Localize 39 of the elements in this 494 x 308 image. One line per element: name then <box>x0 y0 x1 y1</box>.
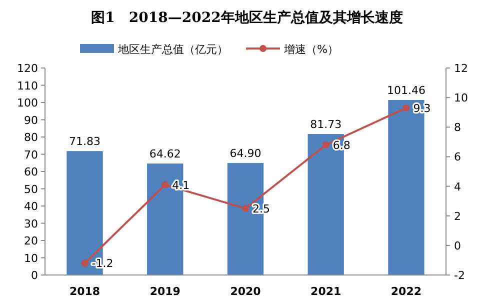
y-tick-label: 120 <box>17 62 38 75</box>
data-label: 71.83 <box>69 135 101 148</box>
data-label: 101.46 <box>386 84 426 97</box>
y2-tick-label: 10 <box>454 92 468 105</box>
y-tick-label: 90 <box>24 114 38 127</box>
y-tick-label: 100 <box>17 96 38 110</box>
point <box>162 181 169 188</box>
x-tick-label: 2021 <box>310 285 342 298</box>
y-tick-label: 80 <box>24 131 38 144</box>
point <box>81 260 88 267</box>
data-label: 81.73 <box>310 118 342 132</box>
y-tick-label: 10 <box>24 252 38 265</box>
y2-tick-label: 8 <box>454 121 461 134</box>
point <box>242 204 249 212</box>
y-tick-label: 0 <box>31 269 38 282</box>
data-label: 64.90 <box>230 147 262 160</box>
x-tick-label: 2020 <box>230 285 262 298</box>
y-tick-label: 110 <box>17 79 38 92</box>
y2-tick-label: 6 <box>454 150 461 164</box>
y-tick-label: 70 <box>24 148 38 162</box>
legend-label: 地区生产总值（亿元） <box>117 43 228 56</box>
y2-tick-label: 2 <box>454 210 461 223</box>
y-tick-label: 50 <box>24 182 38 196</box>
point <box>322 141 330 148</box>
x-tick-label: 2022 <box>390 285 422 298</box>
data-label: 64.62 <box>149 148 181 161</box>
y2-tick-label: -2 <box>454 269 465 282</box>
x-tick-label: 2018 <box>69 285 100 298</box>
y-tick-label: 60 <box>24 166 38 178</box>
y-tick-label: 20 <box>24 234 38 248</box>
x-tick-label: 2019 <box>150 285 180 298</box>
chart-title: 图1 2018—2022年地区生产总值及其增长速度 <box>91 9 403 26</box>
point <box>402 104 410 112</box>
y2-tick-label: 0 <box>454 239 461 252</box>
y2-tick-label: 4 <box>454 180 461 194</box>
y2-tick-label: 12 <box>454 62 468 75</box>
y-tick-label: 30 <box>24 217 38 230</box>
y-tick-label: 40 <box>24 200 38 213</box>
legend-label: 增速（%） <box>283 43 338 56</box>
